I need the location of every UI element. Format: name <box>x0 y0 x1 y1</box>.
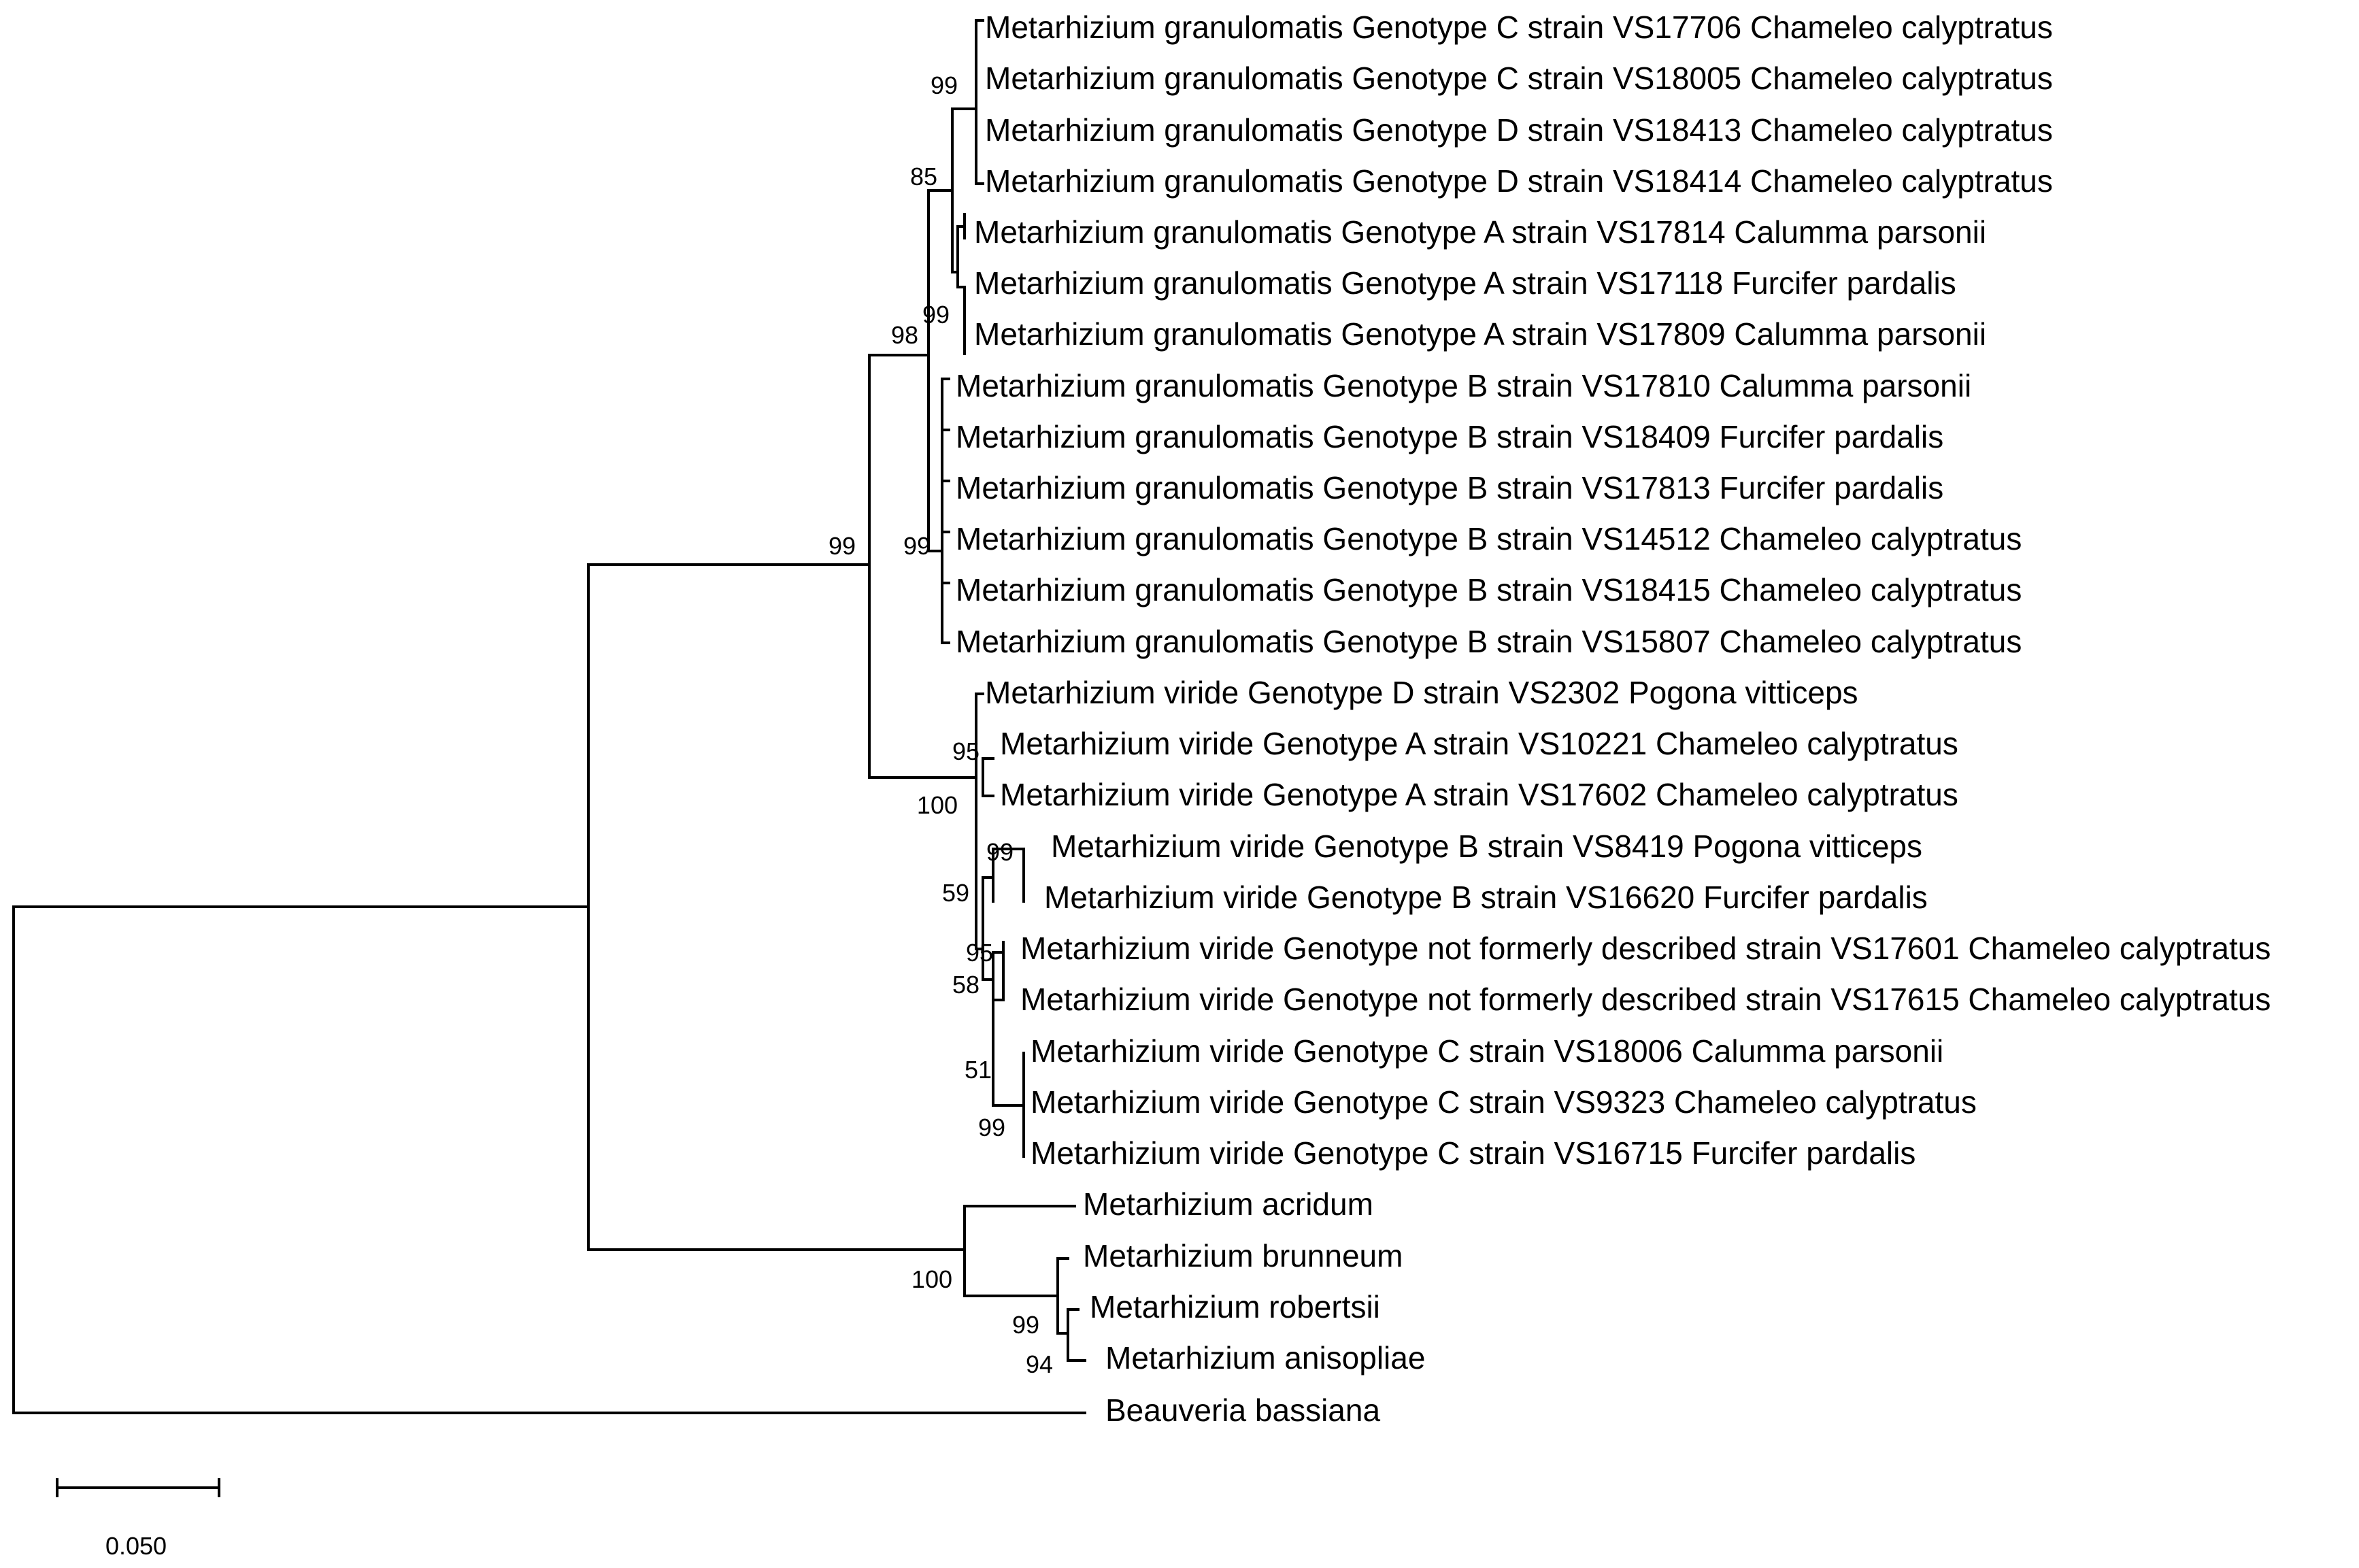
taxon-label: Metarhizium viride Genotype not formerly… <box>1020 982 2271 1017</box>
taxon-label: Metarhizium granulomatis Genotype A stra… <box>974 316 1986 352</box>
support-value: 99 <box>986 838 1014 866</box>
taxon-label: Metarhizium granulomatis Genotype B stra… <box>956 572 2022 607</box>
support-value: 95 <box>952 737 980 765</box>
support-value: 99 <box>903 532 931 560</box>
taxon-label: Metarhizium granulomatis Genotype A stra… <box>974 265 1956 301</box>
taxon-label: Metarhizium anisopliae <box>1105 1340 1425 1375</box>
support-value: 85 <box>910 163 937 190</box>
taxon-label: Metarhizium robertsii <box>1090 1289 1380 1324</box>
tree-branches <box>12 19 1086 1414</box>
support-value: 99 <box>1012 1311 1039 1339</box>
support-value: 99 <box>829 532 856 560</box>
taxon-label: Metarhizium granulomatis Genotype D stra… <box>985 163 2053 199</box>
taxon-label: Metarhizium viride Genotype not formerly… <box>1020 931 2271 966</box>
taxon-label: Metarhizium viride Genotype C strain VS9… <box>1031 1084 1977 1120</box>
taxon-label: Beauveria bassiana <box>1105 1392 1380 1428</box>
taxon-label: Metarhizium granulomatis Genotype D stra… <box>985 112 2053 148</box>
support-value: 94 <box>1026 1350 1053 1378</box>
taxon-label: Metarhizium granulomatis Genotype B stra… <box>956 521 2022 556</box>
taxon-label: Metarhizium viride Genotype C strain VS1… <box>1031 1135 1915 1171</box>
taxon-label: Metarhizium acridum <box>1083 1186 1373 1222</box>
taxon-labels: Metarhizium granulomatis Genotype C stra… <box>956 10 2271 1428</box>
support-value: 95 <box>966 939 993 967</box>
scale-bar: 0.050 <box>56 1478 220 1560</box>
taxon-label: Metarhizium viride Genotype B strain VS1… <box>1044 880 1928 915</box>
support-value: 100 <box>917 791 958 819</box>
taxon-label: Metarhizium granulomatis Genotype A stra… <box>974 214 1986 250</box>
support-value: 99 <box>931 71 958 99</box>
support-value: 99 <box>922 301 950 329</box>
support-value: 100 <box>911 1265 952 1293</box>
support-value: 98 <box>891 321 918 349</box>
taxon-label: Metarhizium granulomatis Genotype B stra… <box>956 419 1943 454</box>
taxon-label: Metarhizium brunneum <box>1083 1238 1403 1273</box>
taxon-label: Metarhizium viride Genotype D strain VS2… <box>985 675 1858 710</box>
support-value: 59 <box>942 879 969 907</box>
taxon-label: Metarhizium granulomatis Genotype B stra… <box>956 624 2022 659</box>
taxon-label: Metarhizium granulomatis Genotype C stra… <box>985 10 2053 45</box>
support-values: 99 85 99 98 99 99 95 100 99 59 95 58 51 … <box>829 71 1053 1378</box>
taxon-label: Metarhizium granulomatis Genotype B stra… <box>956 368 1971 403</box>
taxon-label: Metarhizium viride Genotype A strain VS1… <box>1000 777 1958 812</box>
scale-bar-label: 0.050 <box>105 1532 167 1560</box>
taxon-label: Metarhizium granulomatis Genotype C stra… <box>985 61 2053 96</box>
support-value: 58 <box>952 971 980 999</box>
support-value: 51 <box>965 1056 992 1084</box>
taxon-label: Metarhizium granulomatis Genotype B stra… <box>956 470 1943 505</box>
taxon-label: Metarhizium viride Genotype C strain VS1… <box>1031 1033 1943 1069</box>
taxon-label: Metarhizium viride Genotype A strain VS1… <box>1000 726 1958 761</box>
taxon-label: Metarhizium viride Genotype B strain VS8… <box>1051 829 1922 864</box>
support-value: 99 <box>978 1114 1005 1141</box>
